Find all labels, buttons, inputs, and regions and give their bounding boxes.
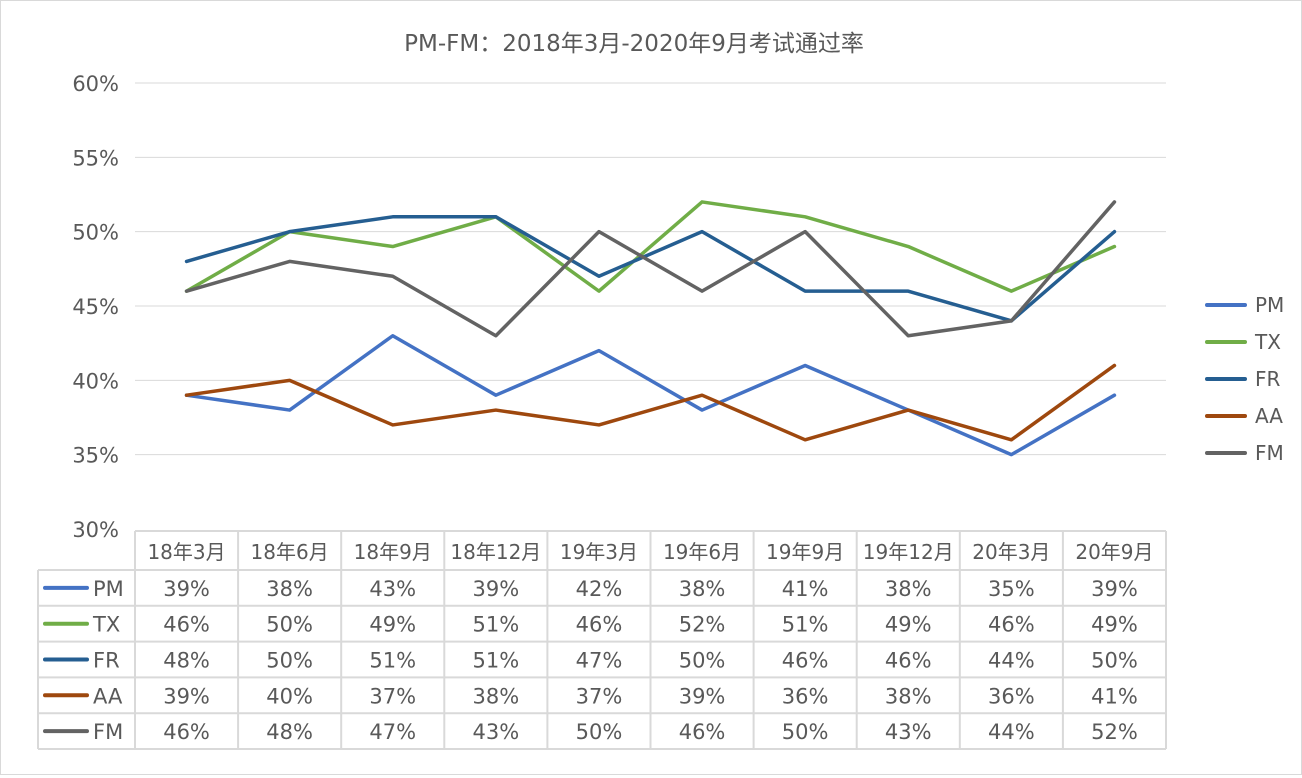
legend-label: FR [1255,367,1281,391]
data-table-cell: 47% [576,649,623,673]
x-tick-label: 18年6月 [251,540,329,564]
series-line-fm [184,200,1117,338]
table-series-name: FR [93,649,120,673]
data-table-cell: 51% [473,649,520,673]
series-line-pm [184,333,1117,457]
legend-label: TX [1254,330,1281,354]
data-table-cell: 46% [163,720,210,744]
data-table-cell: 49% [1091,613,1138,637]
x-tick-label: 18年12月 [450,540,541,564]
series-line-aa [184,363,1117,442]
data-table-cell: 46% [163,613,210,637]
data-table-cell: 50% [782,720,829,744]
y-tick-label: 45% [72,295,119,319]
data-table-cell: 47% [369,720,416,744]
data-table-cell: 50% [679,649,726,673]
y-tick-label: 30% [72,518,119,542]
x-tick-label: 19年9月 [766,540,844,564]
x-tick-label: 19年3月 [560,540,638,564]
data-table-cell: 48% [266,720,313,744]
data-table-cell: 46% [679,720,726,744]
data-table-cell: 35% [988,577,1035,601]
data-table-cell: 39% [163,684,210,708]
data-table-cell: 44% [988,720,1035,744]
legend-label: PM [1255,293,1284,317]
data-table-cell: 51% [473,613,520,637]
data-table-cell: 38% [885,577,932,601]
data-table-cell: 38% [473,684,520,708]
data-table-cell: 46% [576,613,623,637]
data-table-cell: 43% [473,720,520,744]
chart-title: PM-FM：2018年3月-2020年9月考试通过率 [404,31,864,57]
series-line-tx [184,200,1117,293]
series-line-fr [184,215,1117,323]
y-tick-label: 50% [72,221,119,245]
x-tick-label: 19年12月 [863,540,954,564]
data-table-cell: 38% [266,577,313,601]
data-table-cell: 50% [266,649,313,673]
legend-label: AA [1255,404,1283,428]
data-table-cell: 36% [988,684,1035,708]
data-table-cell: 46% [782,649,829,673]
data-table-cell: 48% [163,649,210,673]
data-table-cell: 46% [988,613,1035,637]
data-table-cell: 39% [473,577,520,601]
table-series-name: AA [93,684,123,708]
y-tick-label: 35% [72,444,119,468]
data-table-cell: 51% [782,613,829,637]
data-table-cell: 43% [369,577,416,601]
y-tick-label: 40% [72,369,119,393]
data-table-cell: 37% [369,684,416,708]
data-table-cell: 39% [1091,577,1138,601]
data-table-cell: 36% [782,684,829,708]
data-table-cell: 42% [576,577,623,601]
data-table-cell: 39% [163,577,210,601]
x-tick-label: 18年3月 [147,540,225,564]
data-table-cell: 46% [885,649,932,673]
table-series-name: FM [93,720,123,744]
data-table-cell: 38% [885,684,932,708]
data-table-cell: 49% [369,613,416,637]
data-table-cell: 52% [1091,720,1138,744]
data-table-cell: 43% [885,720,932,744]
y-tick-label: 55% [72,146,119,170]
table-series-name: TX [92,613,120,637]
data-table-cell: 52% [679,613,726,637]
data-table-cell: 51% [369,649,416,673]
x-tick-label: 18年9月 [354,540,432,564]
data-table-cell: 39% [679,684,726,708]
data-table-cell: 37% [576,684,623,708]
x-tick-label: 20年3月 [972,540,1050,564]
data-table-cell: 44% [988,649,1035,673]
data-table-cell: 50% [1091,649,1138,673]
x-tick-label: 20年9月 [1075,540,1153,564]
data-table-cell: 38% [679,577,726,601]
data-table-cell: 41% [782,577,829,601]
data-table-cell: 49% [885,613,932,637]
data-table-cell: 40% [266,684,313,708]
data-table-cell: 50% [576,720,623,744]
y-tick-label: 60% [72,72,119,96]
data-table-cell: 50% [266,613,313,637]
x-tick-label: 19年6月 [663,540,741,564]
data-table-cell: 41% [1091,684,1138,708]
legend-label: FM [1255,441,1284,465]
table-series-name: PM [93,577,124,601]
